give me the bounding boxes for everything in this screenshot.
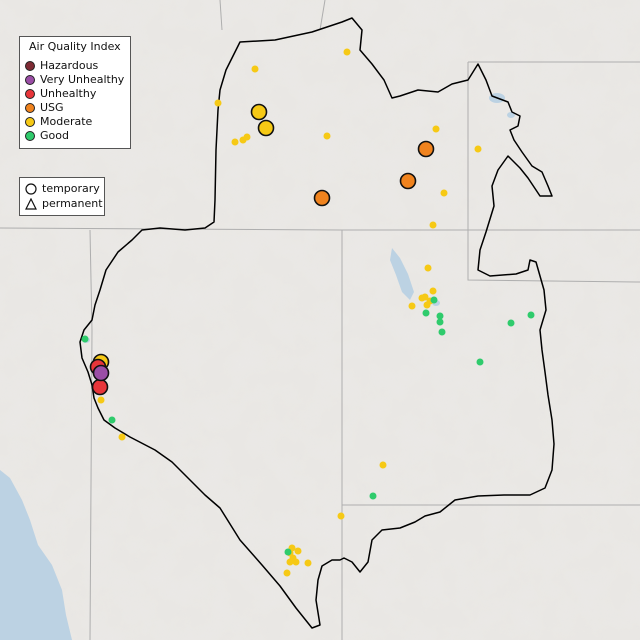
site-marker-good[interactable] [527,311,535,319]
site-marker-good[interactable] [369,492,377,500]
legend-label: Very Unhealthy [40,73,125,86]
legend-label: Moderate [40,115,93,128]
site-marker-very-unhealthy[interactable] [92,364,110,382]
site-marker-good[interactable] [81,335,89,343]
unhealthy-swatch [25,89,35,99]
aqi-legend: Air Quality Index Hazardous Very Unhealt… [19,36,131,149]
legend-label: Good [40,129,69,142]
good-swatch [25,131,35,141]
site-marker-good[interactable] [430,296,438,304]
site-marker-moderate[interactable] [292,558,300,566]
legend-item-temporary: temporary [25,182,100,196]
site-marker-usg[interactable] [313,189,331,207]
site-marker-moderate[interactable] [118,433,126,441]
moderate-swatch [25,117,35,127]
site-marker-moderate[interactable] [97,396,105,404]
legend-title: Air Quality Index [29,40,121,53]
site-marker-usg[interactable] [417,140,435,158]
site-marker-moderate[interactable] [408,302,416,310]
legend-item-moderate: Moderate [25,115,92,129]
site-marker-good[interactable] [436,318,444,326]
monitoring-sites [81,48,535,577]
legend-label: USG [40,101,64,114]
site-marker-moderate[interactable] [243,133,251,141]
site-marker-moderate[interactable] [343,48,351,56]
site-marker-moderate[interactable] [257,119,275,137]
site-marker-moderate[interactable] [214,99,222,107]
site-marker-moderate[interactable] [440,189,448,197]
region-outline [79,17,555,629]
triangle-outline-icon [25,198,37,210]
site-marker-unhealthy[interactable] [91,378,109,396]
legend-label: temporary [42,182,100,195]
site-marker-moderate[interactable] [429,287,437,295]
site-marker-moderate[interactable] [432,125,440,133]
site-marker-moderate[interactable] [250,103,268,121]
legend-item-permanent: permanent [25,197,103,211]
monitor-type-legend: temporary permanent [19,177,105,216]
site-marker-moderate[interactable] [283,569,291,577]
site-marker-moderate[interactable] [231,138,239,146]
pacific-ocean [0,470,72,640]
site-marker-moderate[interactable] [294,547,302,555]
site-marker-moderate[interactable] [423,301,431,309]
legend-item-good: Good [25,129,69,143]
legend-item-very-unhealthy: Very Unhealthy [25,73,124,87]
legend-label: Unhealthy [40,87,97,100]
legend-item-usg: USG [25,101,64,115]
site-marker-good[interactable] [438,328,446,336]
site-marker-moderate[interactable] [418,294,426,302]
site-marker-good[interactable] [507,319,515,327]
site-marker-moderate[interactable] [304,559,312,567]
site-marker-moderate[interactable] [424,264,432,272]
site-marker-good[interactable] [108,416,116,424]
legend-label: Hazardous [40,59,99,72]
hazardous-swatch [25,61,35,71]
very-unhealthy-swatch [25,75,35,85]
site-marker-usg[interactable] [399,172,417,190]
circle-outline-icon [25,183,37,195]
site-marker-moderate[interactable] [323,132,331,140]
legend-item-hazardous: Hazardous [25,59,98,73]
legend-label: permanent [42,197,103,210]
site-marker-moderate[interactable] [474,145,482,153]
site-marker-good[interactable] [476,358,484,366]
site-marker-moderate[interactable] [337,512,345,520]
site-marker-good[interactable] [422,309,430,317]
site-marker-good[interactable] [284,548,292,556]
site-marker-good[interactable] [436,312,444,320]
site-marker-moderate[interactable] [429,221,437,229]
site-marker-moderate[interactable] [251,65,259,73]
site-marker-moderate[interactable] [379,461,387,469]
site-marker-moderate[interactable] [286,558,294,566]
legend-item-unhealthy: Unhealthy [25,87,96,101]
usg-swatch [25,103,35,113]
